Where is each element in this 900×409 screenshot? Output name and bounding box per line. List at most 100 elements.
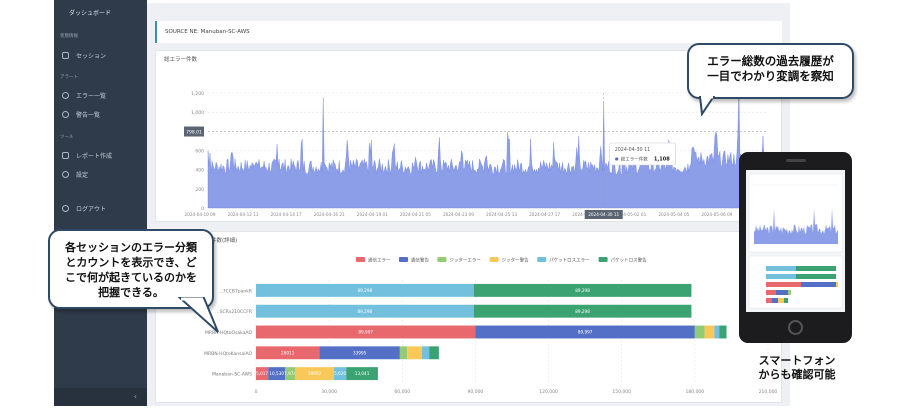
sidebar-item-logout[interactable]: ログアウト — [54, 200, 147, 216]
error-detail-chart-card: 件数(詳細) 通信エラー 通信警告 ジッターエラー ジッター警告 パケットロスエラー パケ… — [155, 231, 782, 403]
x-tick-label: 150,000 — [612, 389, 631, 395]
star-icon — [62, 170, 69, 178]
bar-value-label: 13,041 — [355, 371, 370, 376]
sidebar: ダッシュボード 状態情報 セッション アラート エラー一覧 警告一覧 ツール レ… — [54, 0, 147, 406]
phone-speaker — [786, 159, 806, 162]
sidebar-item-session[interactable]: セッション — [54, 47, 147, 63]
bar-segment — [694, 325, 705, 339]
callout-history: エラー総数の過去履歴が 一目でわかり変調を察知 — [687, 43, 854, 99]
caption-line: からも確認可能 — [758, 368, 836, 381]
tooltip-date: 2024-04-30 11 — [615, 147, 651, 153]
tooltip-box — [609, 142, 677, 166]
bar-segment — [704, 325, 715, 339]
mini-area — [754, 208, 838, 244]
bar-value-label: 89,997 — [578, 330, 593, 335]
bar-segment — [256, 367, 269, 381]
smartphone-mockup — [739, 152, 852, 343]
x-tick-label: 2024-04-19 01 — [357, 212, 388, 217]
bar-segment — [473, 283, 692, 297]
y-category-label: …7CCB7pankR — [218, 288, 252, 294]
sidebar-item-label: ログアウト — [76, 205, 107, 213]
bar-segment — [421, 346, 430, 360]
bar-value-label: 33995 — [353, 350, 367, 355]
chart-title: 総エラー件数 — [164, 57, 198, 63]
y-category-label: Manaban-SC-AWS — [212, 372, 252, 378]
bar-value-label: 19992 — [308, 371, 322, 376]
bar-value-label: 89,997 — [358, 330, 373, 335]
bar-value-label: 89,298 — [575, 309, 590, 314]
sidebar-item-error-list[interactable]: エラー一覧 — [54, 87, 147, 103]
mini-bar-segment — [778, 298, 784, 303]
phone-screen-preview — [746, 170, 845, 312]
x-axis-pointer — [584, 210, 623, 219]
y-category-label: MRBN-HQtoKansaiAO — [204, 351, 252, 357]
bell-icon — [62, 91, 69, 99]
sidebar-item-label: セッション — [76, 52, 107, 60]
bar-segment — [256, 283, 474, 297]
callout-line: エラー総数の過去履歴が — [707, 54, 834, 68]
mini-bar-segment — [784, 298, 788, 303]
mini-bar-segment — [766, 298, 772, 303]
legend-label: パケットロス警告 — [611, 257, 647, 264]
chart-title: 件数(詳細) — [211, 238, 238, 244]
callout-line: 各セッションのエラー分類 — [65, 241, 197, 254]
sidebar-item-settings[interactable]: 設定 — [54, 166, 147, 182]
x-tick-label: 30,000 — [321, 389, 337, 395]
x-tick-label: 2024-04-12 13 — [228, 212, 259, 217]
bar-segment — [285, 367, 296, 381]
total-error-chart-card: 総エラー件数 02004006008001,0001,2002024-04-10… — [155, 50, 782, 222]
x-tick-label: 2024-04-25 13 — [486, 212, 517, 217]
callout-tail — [178, 297, 219, 333]
mini-bar-segment — [836, 282, 838, 287]
main-content: SOURCE NE: Manuban-SC-AWS 総エラー件数 0 200 400… — [147, 3, 790, 406]
sidebar-item-warning-list[interactable]: 警告一覧 — [54, 106, 147, 122]
error-detail-chart[interactable]: 通信エラー 通信警告 ジッターエラー ジッター警告 パケットロスエラー パケットロス警告 0… — [156, 232, 783, 404]
bar-segment — [475, 325, 695, 339]
legend-swatch — [356, 257, 365, 262]
legend-label: ジッターエラー — [449, 257, 481, 264]
y-tick-label: 200 — [195, 187, 204, 193]
y-tick-label: 400 — [195, 168, 204, 174]
x-tick-label: 90,000 — [468, 389, 484, 395]
callout-line: こで何が起きているのかを — [65, 271, 197, 284]
bar-value-label: 7,974 — [284, 371, 296, 376]
mini-bar-segment — [796, 266, 836, 271]
y-axis-pointer — [184, 126, 204, 137]
x-tick-label: 180,000 — [686, 389, 705, 395]
bar-segment — [429, 346, 439, 360]
legend-swatch — [489, 257, 499, 262]
mini-bar-segment — [776, 290, 788, 295]
sidebar-item-label: 警告一覧 — [76, 111, 101, 119]
sidebar-item-report[interactable]: レポート作成 — [54, 147, 147, 163]
bar-segment — [334, 367, 347, 381]
bar-segment — [407, 346, 422, 360]
x-tick-label: 2024-05-06 09 — [701, 212, 732, 217]
bar-segment — [256, 304, 474, 318]
y-tick-label: 0 — [201, 206, 204, 212]
legend-swatch — [598, 257, 608, 262]
bar-value-label: 89,298 — [358, 309, 373, 314]
x-tick-label: 0 — [255, 389, 258, 395]
bar-value-label: 89,298 — [358, 288, 373, 293]
logout-icon — [62, 204, 69, 212]
source-ne-label: SOURCE NE: Manuban-SC-AWS — [155, 21, 782, 43]
bar-value-label: 5,620 — [334, 371, 346, 376]
mini-bar-segment — [766, 266, 796, 271]
x-tick-label: 120,000 — [539, 389, 558, 395]
callout-line: 把握できる。 — [98, 286, 164, 299]
legend-swatch — [437, 257, 447, 262]
sidebar-collapse-button[interactable]: ‹ — [54, 388, 147, 406]
sidebar-section-tool: ツール — [60, 135, 74, 140]
x-axis-pointer-label: 2024-04-30 11 — [588, 212, 619, 217]
mini-bar-segment — [796, 274, 836, 279]
mini-bar-segment — [801, 282, 836, 287]
sidebar-section-info: 状態情報 — [60, 34, 78, 39]
x-tick-label: 2024-04-27 17 — [529, 212, 560, 217]
mini-bar-segment — [766, 282, 801, 287]
sidebar-item-label: レポート作成 — [76, 152, 113, 160]
x-tick-label: 2024-05-04 05 — [658, 212, 689, 217]
bar-value-label: 10,530 — [269, 371, 284, 376]
bar-value-label: 89,298 — [575, 288, 590, 293]
sidebar-item-dashboard[interactable]: ダッシュボード — [54, 4, 147, 20]
